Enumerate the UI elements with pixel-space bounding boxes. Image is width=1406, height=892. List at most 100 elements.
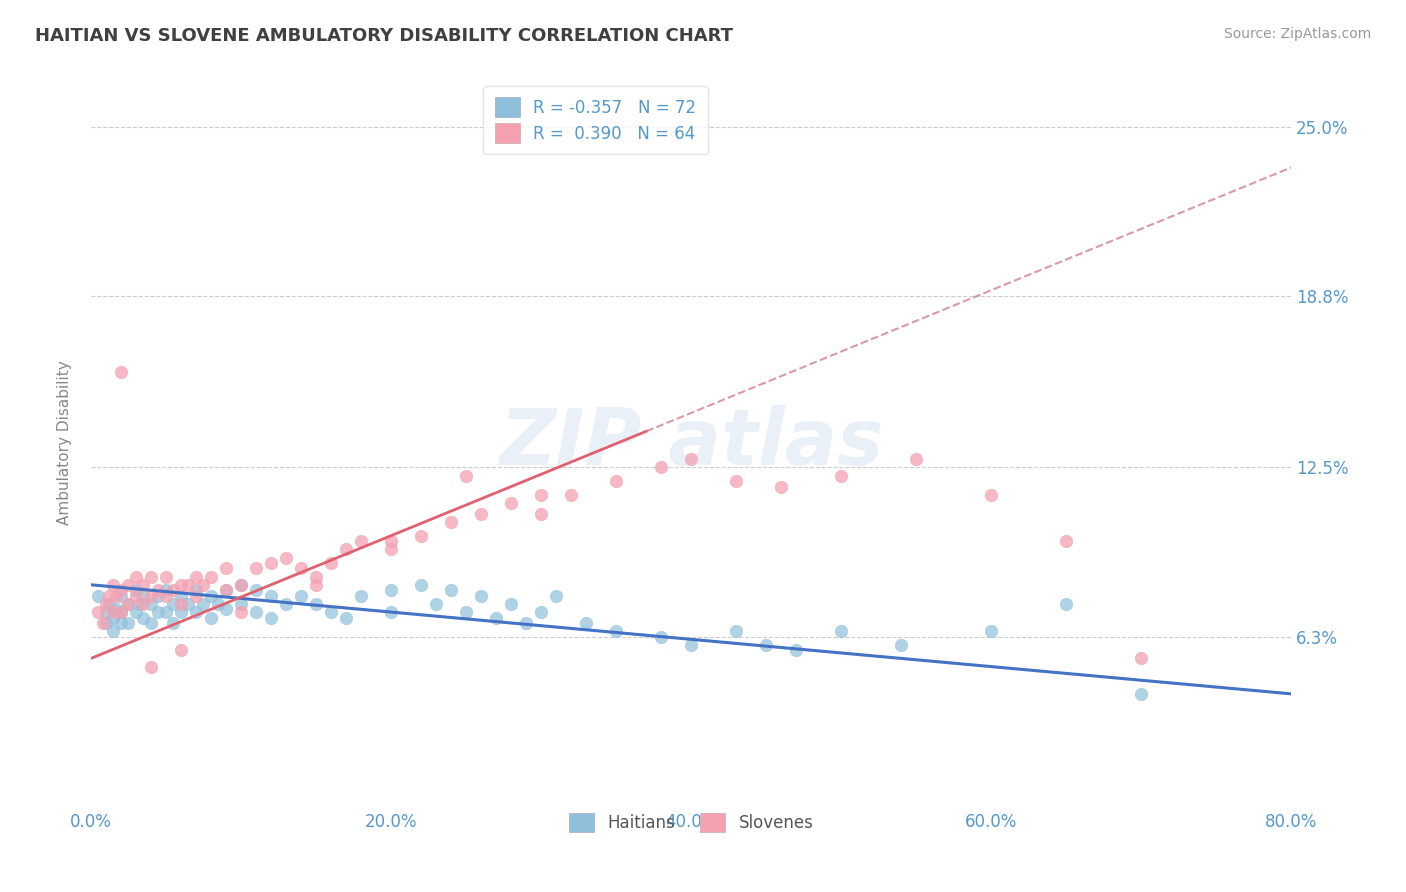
Point	[110, 605, 132, 619]
Point	[139, 659, 162, 673]
Point	[125, 605, 148, 619]
Point	[184, 589, 207, 603]
Point	[87, 589, 110, 603]
Point	[515, 615, 537, 630]
Point	[155, 589, 177, 603]
Point	[245, 561, 267, 575]
Point	[650, 460, 672, 475]
Point	[215, 583, 238, 598]
Point	[530, 507, 553, 521]
Point	[215, 583, 238, 598]
Point	[139, 589, 162, 603]
Point	[215, 561, 238, 575]
Point	[1130, 687, 1153, 701]
Point	[380, 605, 402, 619]
Point	[162, 615, 184, 630]
Point	[125, 583, 148, 598]
Point	[425, 597, 447, 611]
Point	[103, 624, 125, 639]
Point	[117, 578, 139, 592]
Point	[200, 589, 222, 603]
Point	[470, 589, 492, 603]
Point	[132, 597, 155, 611]
Point	[97, 597, 120, 611]
Point	[103, 578, 125, 592]
Point	[454, 605, 477, 619]
Point	[103, 605, 125, 619]
Point	[132, 610, 155, 624]
Point	[128, 597, 150, 611]
Point	[290, 561, 312, 575]
Point	[530, 488, 553, 502]
Point	[229, 578, 252, 592]
Point	[94, 597, 117, 611]
Point	[830, 468, 852, 483]
Point	[485, 610, 508, 624]
Point	[155, 583, 177, 598]
Text: HAITIAN VS SLOVENE AMBULATORY DISABILITY CORRELATION CHART: HAITIAN VS SLOVENE AMBULATORY DISABILITY…	[35, 27, 733, 45]
Point	[681, 638, 703, 652]
Point	[229, 597, 252, 611]
Point	[170, 578, 193, 592]
Point	[170, 643, 193, 657]
Point	[110, 365, 132, 379]
Point	[980, 488, 1002, 502]
Point	[725, 624, 748, 639]
Point	[170, 597, 193, 611]
Point	[260, 610, 283, 624]
Point	[162, 583, 184, 598]
Point	[305, 597, 328, 611]
Point	[546, 589, 568, 603]
Point	[148, 583, 170, 598]
Point	[117, 615, 139, 630]
Point	[499, 597, 522, 611]
Point	[605, 624, 627, 639]
Point	[274, 597, 297, 611]
Point	[650, 630, 672, 644]
Point	[274, 550, 297, 565]
Point	[155, 569, 177, 583]
Point	[184, 583, 207, 598]
Point	[105, 602, 128, 616]
Point	[380, 583, 402, 598]
Point	[139, 615, 162, 630]
Point	[755, 638, 778, 652]
Point	[139, 569, 162, 583]
Point	[87, 605, 110, 619]
Point	[177, 578, 200, 592]
Point	[380, 542, 402, 557]
Point	[350, 534, 373, 549]
Point	[245, 605, 267, 619]
Point	[200, 610, 222, 624]
Point	[305, 578, 328, 592]
Point	[575, 615, 598, 630]
Point	[132, 578, 155, 592]
Point	[409, 529, 432, 543]
Point	[155, 605, 177, 619]
Point	[290, 589, 312, 603]
Point	[110, 583, 132, 598]
Point	[184, 605, 207, 619]
Point	[117, 597, 139, 611]
Point	[125, 589, 148, 603]
Point	[110, 615, 132, 630]
Point	[440, 583, 463, 598]
Point	[215, 602, 238, 616]
Point	[200, 569, 222, 583]
Point	[105, 589, 128, 603]
Point	[1054, 534, 1077, 549]
Point	[440, 515, 463, 529]
Point	[785, 643, 807, 657]
Point	[260, 556, 283, 570]
Point	[177, 597, 200, 611]
Point	[305, 569, 328, 583]
Point	[184, 569, 207, 583]
Point	[454, 468, 477, 483]
Point	[193, 597, 215, 611]
Point	[97, 589, 120, 603]
Point	[110, 589, 132, 603]
Point	[229, 578, 252, 592]
Point	[1130, 651, 1153, 665]
Point	[409, 578, 432, 592]
Point	[94, 605, 117, 619]
